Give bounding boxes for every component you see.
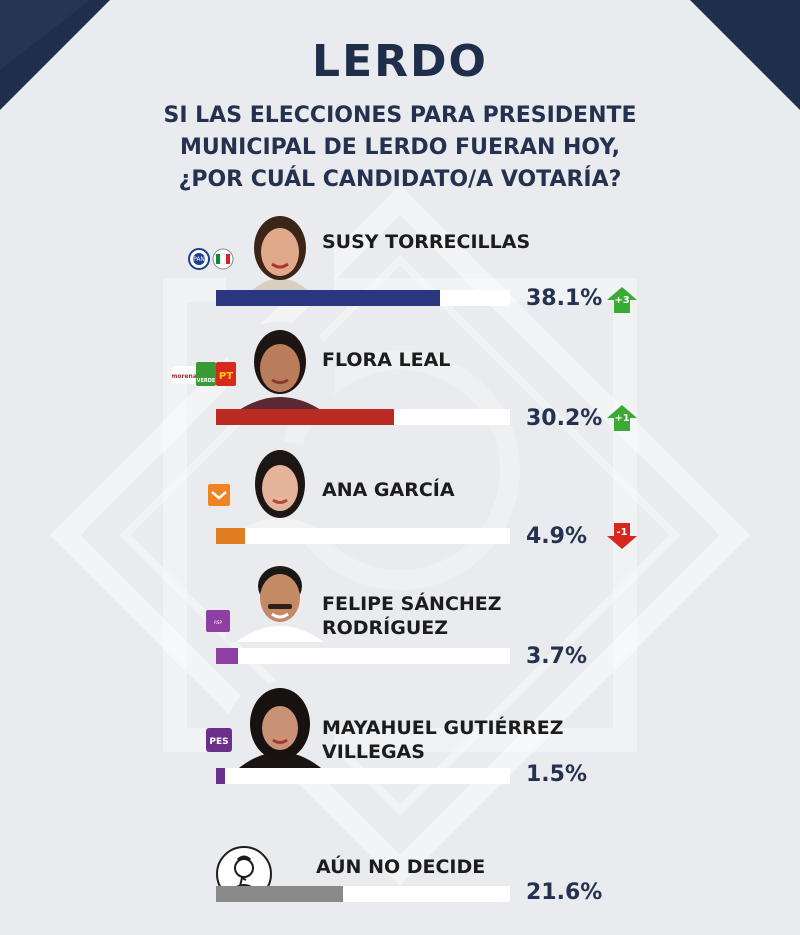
redes-sociales-progresistas-logo: RSP <box>206 610 230 637</box>
pan-logo: PAN <box>188 248 210 275</box>
bar-fill <box>216 290 440 306</box>
verde-logo: VERDE <box>196 362 216 391</box>
change-label: +1 <box>614 413 630 424</box>
question-line-3: ¿POR CUÁL CANDIDATO/A VOTARÍA? <box>178 167 622 192</box>
survey-question: SI LAS ELECCIONES PARA PRESIDENTE MUNICI… <box>0 100 800 196</box>
bar-track <box>216 290 510 306</box>
morena-logo: morena <box>171 366 197 389</box>
candidate-row: morena VERDE PT FLORA LEAL 30.2% +1 <box>0 320 800 432</box>
bar-track <box>216 528 510 544</box>
bar-track <box>216 648 510 664</box>
candidate-name-line: RODRÍGUEZ <box>322 617 449 639</box>
percentage-label: 30.2% <box>526 406 603 431</box>
question-line-2: MUNICIPAL DE LERDO FUERAN HOY, <box>180 135 620 160</box>
candidate-name-line: SUSY TORRECILLAS <box>322 231 531 253</box>
bar-fill <box>216 528 245 544</box>
page-title: LERDO <box>312 36 488 87</box>
candidate-photo <box>226 442 334 532</box>
svg-text:PAN: PAN <box>193 256 205 263</box>
up-arrow-icon: +3 <box>606 286 638 314</box>
svg-text:VERDE: VERDE <box>197 378 216 384</box>
candidate-row: ANA GARCÍA 4.9% -1 <box>0 438 800 550</box>
pt-logo: PT <box>216 362 236 391</box>
percentage-label: 4.9% <box>526 524 588 549</box>
candidate-photo <box>226 552 334 642</box>
candidate-name: ANA GARCÍA <box>322 478 455 502</box>
candidate-photo <box>226 322 334 412</box>
candidate-name-line: FELIPE SÁNCHEZ <box>322 593 502 615</box>
down-arrow-icon: -1 <box>606 522 638 550</box>
bar-track <box>216 409 510 425</box>
bar-fill <box>216 648 238 664</box>
pri-logo <box>212 248 234 275</box>
up-arrow-icon: +1 <box>606 404 638 432</box>
candidate-row: RSP FELIPE SÁNCHEZ RODRÍGUEZ 3.7% <box>0 548 800 669</box>
candidate-name: MAYAHUEL GUTIÉRREZ VILLEGAS <box>322 716 564 764</box>
percentage-label: 21.6% <box>526 880 603 905</box>
svg-text:PT: PT <box>219 371 233 382</box>
pes-logo: PES <box>206 728 232 757</box>
candidate-row: PAN SUSY TORRECILLAS 38.1% +3 <box>0 200 800 313</box>
candidate-name-line: AÚN NO DECIDE <box>316 856 486 878</box>
percentage-label: 38.1% <box>526 286 603 311</box>
svg-text:PES: PES <box>209 737 228 747</box>
candidate-name: SUSY TORRECILLAS <box>322 230 530 254</box>
candidate-name: FELIPE SÁNCHEZ RODRÍGUEZ <box>322 592 502 640</box>
candidate-row: AÚN NO DECIDE 21.6% <box>0 840 800 935</box>
svg-text:RSP: RSP <box>214 620 222 625</box>
percentage-label: 3.7% <box>526 644 588 669</box>
change-label: -1 <box>616 527 628 538</box>
candidate-name-line: FLORA LEAL <box>322 349 451 371</box>
candidate-name: FLORA LEAL <box>322 348 450 372</box>
svg-text:morena: morena <box>172 373 196 380</box>
candidate-name-line: ANA GARCÍA <box>322 479 455 501</box>
candidate-photo <box>226 682 334 772</box>
candidate-name: AÚN NO DECIDE <box>316 855 485 879</box>
change-label: +3 <box>614 295 630 306</box>
bar-fill <box>216 768 225 784</box>
percentage-label: 1.5% <box>526 762 588 787</box>
bar-fill <box>216 886 343 902</box>
movimiento-ciudadano-logo <box>208 484 230 511</box>
question-line-1: SI LAS ELECCIONES PARA PRESIDENTE <box>163 103 637 128</box>
candidate-name-line: MAYAHUEL GUTIÉRREZ <box>322 717 564 739</box>
bar-track <box>216 886 510 902</box>
candidate-photo <box>226 206 334 296</box>
bar-track <box>216 768 510 784</box>
bar-fill <box>216 409 394 425</box>
candidate-row: PES MAYAHUEL GUTIÉRREZ VILLEGAS 1.5% <box>0 680 800 790</box>
candidate-name-line: VILLEGAS <box>322 741 425 763</box>
